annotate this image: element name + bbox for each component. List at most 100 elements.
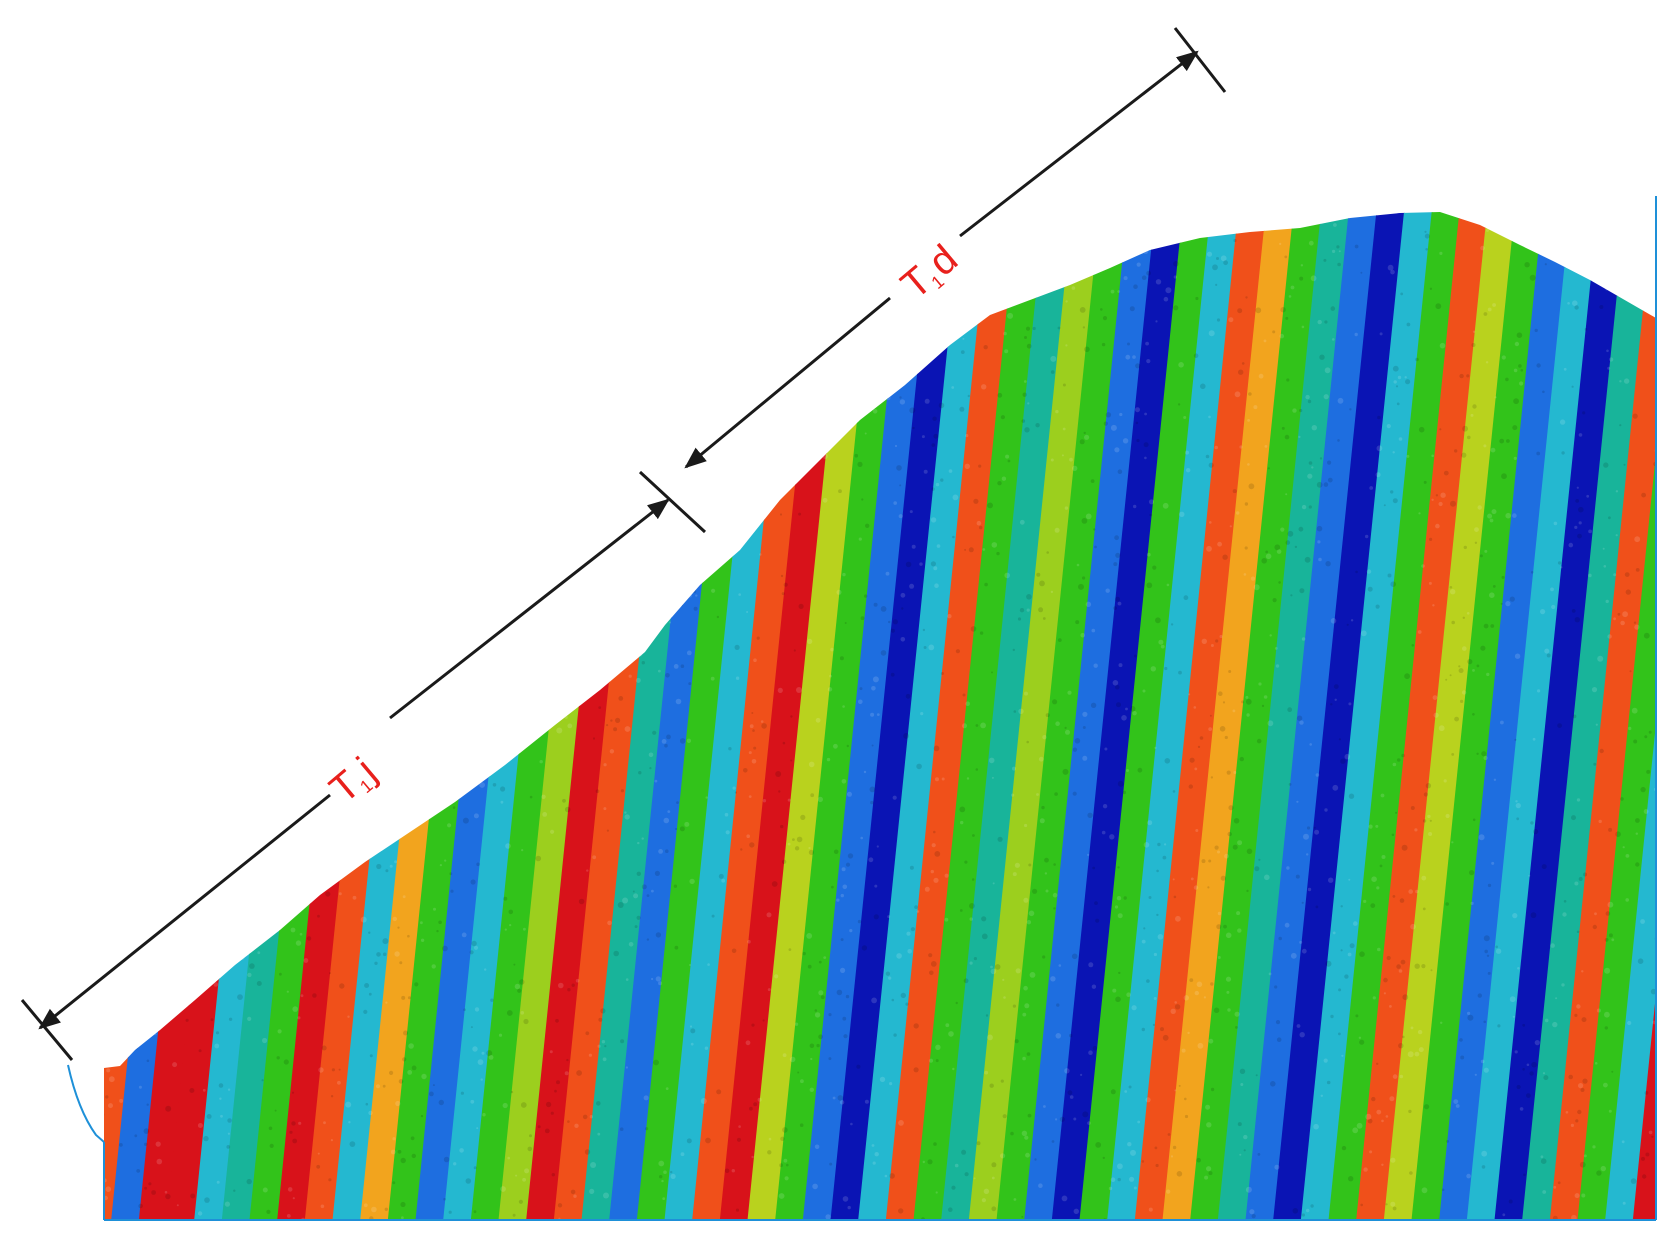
particle-dot: [931, 843, 936, 848]
particle-dot: [1294, 545, 1298, 549]
particle-dot: [541, 794, 546, 799]
particle-dot: [1324, 320, 1328, 324]
particle-dot: [1301, 637, 1306, 641]
particle-dot: [869, 339, 872, 343]
particle-dot: [900, 637, 906, 642]
particle-dot: [747, 939, 751, 944]
particle-dot: [197, 1211, 203, 1216]
particle-dot: [1234, 391, 1241, 398]
particle-dot: [126, 273, 129, 276]
particle-dot: [797, 1071, 800, 1074]
particle-dot: [383, 746, 386, 749]
particle-dot: [523, 1018, 529, 1025]
particle-dot: [1505, 512, 1511, 519]
particle-dot: [246, 1178, 252, 1185]
particle-dot: [1417, 1029, 1423, 1035]
particle-dot: [1152, 565, 1157, 570]
particle-dot: [473, 752, 478, 757]
particle-dot: [731, 948, 737, 954]
particle-dot: [1481, 1165, 1486, 1169]
particle-dot: [104, 764, 108, 771]
particle-dot: [529, 469, 533, 474]
particle-dot: [321, 1045, 327, 1051]
particle-dot: [981, 384, 987, 390]
particle-dot: [990, 965, 993, 969]
particle-dot: [390, 1149, 396, 1155]
particle-dot: [1648, 730, 1652, 734]
particle-dot: [359, 675, 364, 680]
particle-dot: [229, 946, 235, 952]
particle-dot: [304, 355, 311, 361]
particle-dot: [1500, 720, 1504, 725]
particle-dot: [641, 837, 644, 840]
particle-dot: [1571, 815, 1576, 821]
particle-dot: [1269, 634, 1272, 637]
particle-dot: [229, 323, 232, 326]
particle-dot: [295, 940, 302, 946]
particle-dot: [154, 947, 161, 954]
particle-dot: [1633, 621, 1637, 624]
particle-dot: [962, 337, 965, 340]
particle-dot: [675, 827, 678, 831]
particle-dot: [421, 644, 425, 648]
particle-dot: [1212, 264, 1218, 271]
particle-dot: [567, 723, 573, 729]
particle-dot: [304, 531, 310, 537]
particle-dot: [1071, 286, 1076, 290]
particle-dot: [156, 403, 161, 408]
particle-dot: [1333, 223, 1337, 227]
particle-dot: [1478, 834, 1485, 841]
particle-dot: [1316, 481, 1323, 488]
particle-dot: [1274, 1164, 1280, 1170]
particle-dot: [1514, 653, 1521, 659]
particle-dot: [1081, 518, 1088, 524]
particle-dot: [482, 625, 486, 629]
strata-band: [830, 212, 969, 1220]
particle-dot: [959, 909, 963, 912]
particle-dot: [1608, 516, 1611, 520]
particle-dot: [673, 664, 679, 669]
particle-dot: [556, 727, 563, 734]
particle-dot: [244, 300, 248, 305]
particle-dot: [1595, 723, 1598, 726]
particle-dot: [841, 779, 847, 784]
particle-dot: [1011, 261, 1015, 265]
particle-dot: [1319, 457, 1323, 460]
particle-dot: [1147, 820, 1153, 826]
particle-dot: [646, 894, 650, 897]
particle-dot: [731, 1169, 735, 1173]
particle-dot: [239, 731, 243, 735]
strata-band: [1549, 212, 1656, 1220]
particle-dot: [745, 329, 749, 333]
particle-dot: [1219, 726, 1226, 732]
particle-dot: [185, 486, 189, 490]
particle-dot: [279, 972, 282, 976]
particle-dot: [775, 371, 781, 377]
particle-dot: [574, 517, 578, 521]
particle-dot: [1399, 1074, 1404, 1079]
particle-dot: [1007, 459, 1011, 463]
particle-dot: [837, 383, 842, 388]
particle-dot: [1541, 864, 1547, 870]
particle-dot: [576, 240, 579, 244]
particle-dot: [420, 392, 427, 398]
particle-dot: [135, 487, 140, 492]
particle-dot: [266, 1209, 271, 1214]
particle-dot: [311, 325, 315, 329]
particle-dot: [1232, 709, 1236, 713]
particle-dot: [481, 699, 487, 704]
particle-dot: [641, 246, 647, 252]
particle-dot: [1652, 1020, 1656, 1025]
particle-dot: [1257, 1153, 1261, 1156]
particle-dot: [1141, 1027, 1146, 1032]
particle-dot: [976, 520, 982, 526]
particle-dot: [206, 1114, 212, 1119]
particle-dot: [837, 1095, 844, 1101]
particle-dot: [505, 843, 511, 849]
particle-dot: [753, 658, 757, 662]
particle-dot: [827, 687, 833, 692]
particle-dot: [1408, 1109, 1412, 1114]
particle-dot: [1011, 793, 1015, 797]
particle-dot: [143, 772, 149, 778]
particle-dot: [898, 1208, 904, 1214]
